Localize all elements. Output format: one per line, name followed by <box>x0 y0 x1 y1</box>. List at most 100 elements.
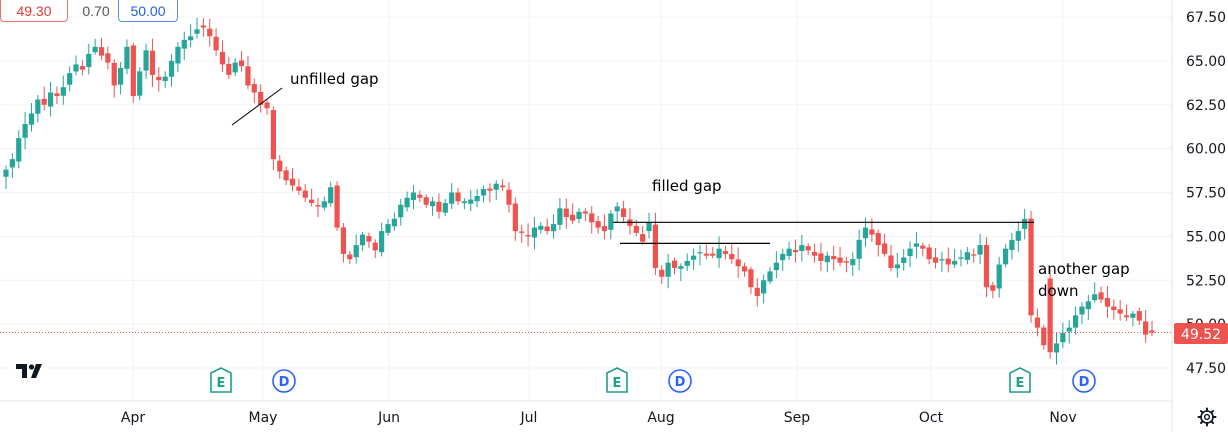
candles <box>3 17 1155 365</box>
candle <box>1143 310 1149 343</box>
candle <box>671 257 678 275</box>
candle <box>3 165 9 189</box>
candle <box>143 43 149 79</box>
candle <box>1085 294 1091 320</box>
candle <box>321 196 327 211</box>
candle <box>105 46 111 70</box>
earnings-marker-icon[interactable]: E <box>606 367 628 393</box>
dividend-marker-icon[interactable]: D <box>1072 369 1096 393</box>
x-axis: Apr May Jun Jul Aug Sep Oct Nov <box>0 400 1172 426</box>
candle <box>258 84 264 113</box>
candle <box>665 253 671 289</box>
candle <box>353 234 359 264</box>
earnings-marker-icon[interactable]: E <box>1009 367 1031 393</box>
y-tick-label: 62.50 <box>1186 98 1226 114</box>
ask-price-box[interactable]: 50.00 <box>118 0 178 22</box>
candle <box>538 221 544 234</box>
candle <box>188 24 194 48</box>
candle <box>735 247 741 278</box>
gear-icon[interactable] <box>1196 406 1218 428</box>
candle <box>194 17 200 39</box>
gap-lines <box>613 221 1034 244</box>
candle <box>347 251 353 265</box>
candle <box>805 243 811 255</box>
candle <box>710 247 716 259</box>
candle <box>35 95 41 123</box>
x-tick-label: Nov <box>1049 410 1076 426</box>
candle <box>283 166 289 186</box>
candle <box>716 236 722 268</box>
candle <box>1028 211 1034 323</box>
dividend-marker-icon[interactable]: D <box>272 369 296 393</box>
candle <box>582 208 588 221</box>
candle <box>118 62 124 95</box>
candle <box>309 188 315 207</box>
candle <box>251 78 257 103</box>
candle <box>684 253 690 272</box>
candle <box>1104 285 1111 318</box>
candle <box>971 248 977 263</box>
candle <box>907 241 913 268</box>
marker-label: D <box>1079 375 1090 390</box>
candle <box>391 212 397 231</box>
earnings-marker-icon[interactable]: E <box>210 367 232 393</box>
y-tick-label: 57.50 <box>1186 186 1226 202</box>
candle <box>894 252 900 278</box>
candle <box>519 224 525 244</box>
candle <box>493 180 499 201</box>
candle <box>417 190 423 203</box>
candle <box>601 214 608 240</box>
candle <box>1034 308 1040 337</box>
candle <box>792 239 799 263</box>
candle <box>754 278 760 307</box>
x-tick-label: May <box>249 410 278 426</box>
candle <box>958 249 964 267</box>
candle <box>137 67 143 101</box>
candle <box>570 203 576 224</box>
candle <box>1060 322 1066 349</box>
candle <box>359 231 366 252</box>
candle <box>54 86 60 104</box>
candle <box>22 112 28 150</box>
candle <box>576 207 582 224</box>
candle <box>130 42 136 103</box>
candle <box>79 60 85 76</box>
y-tick-label: 65.00 <box>1186 54 1226 70</box>
bid-price-box[interactable]: 49.30 <box>0 0 68 22</box>
marker-label: D <box>675 375 686 390</box>
y-tick-label: 47.50 <box>1186 361 1226 377</box>
candle <box>296 178 302 196</box>
candle <box>780 248 786 271</box>
candle <box>60 75 66 105</box>
candle <box>156 67 162 92</box>
y-tick-label: 55.00 <box>1186 229 1226 245</box>
candle <box>385 219 391 236</box>
candle <box>175 42 181 72</box>
candle <box>525 223 531 247</box>
candle <box>882 233 888 257</box>
candle <box>270 106 276 171</box>
candle <box>990 281 996 299</box>
candle <box>850 252 856 276</box>
candle <box>181 31 187 61</box>
candle <box>207 18 213 47</box>
candle <box>379 222 385 257</box>
candle <box>468 189 474 212</box>
tradingview-logo-icon[interactable] <box>12 356 48 386</box>
candle <box>901 249 907 271</box>
candle <box>302 184 308 203</box>
candle <box>512 197 518 241</box>
candle <box>932 247 939 269</box>
candle <box>646 212 652 239</box>
candle <box>786 241 792 261</box>
candle <box>550 214 557 239</box>
dividend-marker-icon[interactable]: D <box>668 369 692 393</box>
candle <box>1149 320 1155 337</box>
candle <box>767 266 773 285</box>
y-axis[interactable]: 67.5065.0062.5060.0057.5055.0052.5050.00… <box>1171 0 1226 432</box>
candle <box>124 39 130 75</box>
candle <box>1022 208 1028 240</box>
candle <box>168 54 175 87</box>
